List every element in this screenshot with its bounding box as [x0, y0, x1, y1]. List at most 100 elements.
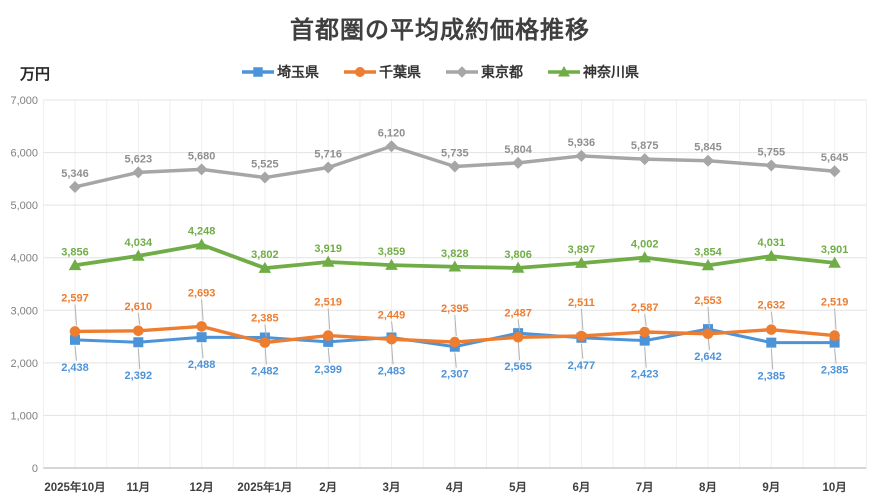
data-label: 3,856 — [61, 246, 89, 258]
data-label: 2,395 — [441, 303, 469, 315]
data-label-leader-line — [770, 348, 774, 370]
data-label-leader-line — [391, 343, 394, 365]
data-label: 3,828 — [441, 248, 469, 260]
data-label-leader-line — [580, 308, 584, 331]
svg-text:3,000: 3,000 — [10, 305, 38, 317]
data-label: 2,399 — [314, 364, 342, 376]
data-label: 2,477 — [568, 360, 596, 372]
data-label: 2,482 — [251, 366, 279, 378]
legend-label-kanagawa: 神奈川県 — [583, 64, 639, 80]
data-label-leader-line — [327, 308, 331, 330]
data-label: 3,919 — [314, 243, 342, 255]
data-label: 5,845 — [694, 142, 722, 154]
data-label: 2,519 — [314, 297, 342, 309]
legend-label-saitama: 埼玉県 — [277, 64, 319, 80]
svg-text:4月: 4月 — [446, 481, 464, 494]
data-label-leader-line — [770, 311, 774, 324]
data-label-leader-line — [201, 299, 204, 321]
data-label-leader-line — [137, 348, 141, 370]
data-label-leader-line — [707, 306, 710, 328]
svg-text:9月: 9月 — [762, 481, 780, 494]
horizontal-gridlines — [43, 99, 867, 416]
svg-text:4,000: 4,000 — [10, 253, 38, 265]
data-label-leader-line — [201, 343, 204, 359]
svg-text:11月: 11月 — [126, 481, 150, 494]
legend-item-saitama: 埼玉県 — [241, 62, 319, 82]
data-label: 4,034 — [125, 237, 153, 249]
data-label-leader-line — [327, 347, 331, 363]
data-label: 2,423 — [631, 369, 659, 381]
data-label: 5,755 — [758, 146, 786, 158]
data-label: 5,645 — [821, 152, 849, 164]
data-label: 2,438 — [61, 362, 89, 374]
data-label-leader-line — [644, 313, 647, 327]
chart-title: 首都圏の平均成約価格推移 — [290, 17, 590, 44]
svg-text:0: 0 — [32, 463, 38, 475]
series-data-labels: 2,438 2,392 2,488 2,482 2,399 2,483 2,307 2,565… — [61, 351, 848, 383]
data-label: 6,120 — [378, 127, 406, 139]
data-label: 5,623 — [125, 153, 153, 165]
data-label: 2,385 — [251, 313, 279, 325]
svg-text:8月: 8月 — [699, 481, 717, 494]
svg-text:1,000: 1,000 — [10, 410, 38, 422]
data-label: 2,553 — [694, 295, 722, 307]
y-axis-unit-label: 万円 — [20, 66, 51, 83]
data-label-leader-line — [454, 315, 457, 337]
data-label: 2,385 — [821, 365, 849, 377]
data-label: 2,632 — [758, 300, 786, 312]
svg-text:7月: 7月 — [636, 481, 654, 494]
svg-text:2025年1月: 2025年1月 — [237, 480, 292, 494]
svg-text:3月: 3月 — [383, 481, 401, 494]
data-label: 2,642 — [694, 351, 722, 363]
legend-square-marker-icon — [242, 67, 274, 77]
data-label: 5,936 — [568, 137, 596, 149]
series-東京都: 5,346 5,623 5,680 5,525 5,716 6,120 5,735 5,804… — [61, 127, 848, 193]
data-label-leader-line — [834, 348, 837, 364]
data-label: 5,680 — [188, 150, 216, 162]
data-label: 5,735 — [441, 148, 469, 160]
legend-item-kanagawa: 神奈川県 — [547, 62, 639, 82]
svg-text:6,000: 6,000 — [10, 148, 38, 160]
legend-circle-marker-icon — [344, 66, 376, 78]
data-label: 2,488 — [188, 359, 216, 371]
data-label: 2,597 — [61, 292, 89, 304]
svg-text:2,000: 2,000 — [10, 358, 38, 370]
data-label-leader-line — [74, 345, 77, 361]
data-label-leader-line — [517, 319, 521, 332]
y-axis-tick-labels: 0 1,000 2,000 3,000 4,000 5,000 6,000 7,000 — [10, 95, 38, 475]
data-label: 2,511 — [568, 297, 595, 309]
line-chart-plot-area: 0 1,000 2,000 3,000 4,000 5,000 6,000 7,000 2025… — [10, 95, 867, 494]
legend-diamond-marker-icon — [446, 66, 478, 78]
legend-label-tokyo: 東京都 — [481, 64, 523, 80]
data-label: 3,802 — [251, 249, 279, 261]
data-label-leader-line — [517, 339, 521, 361]
legend-item-tokyo: 東京都 — [445, 62, 523, 82]
data-label: 5,346 — [61, 168, 89, 180]
data-label: 5,525 — [251, 159, 279, 171]
svg-text:5,000: 5,000 — [10, 200, 38, 212]
data-label: 4,031 — [758, 237, 786, 249]
data-label: 2,307 — [441, 369, 469, 381]
data-label-leader-line — [264, 324, 267, 337]
data-label: 5,875 — [631, 140, 659, 152]
data-label: 2,483 — [378, 365, 406, 377]
data-label-leader-line — [74, 304, 77, 326]
data-label: 3,806 — [504, 249, 532, 261]
data-label: 3,901 — [821, 244, 849, 256]
svg-text:2025年10月: 2025年10月 — [44, 480, 105, 494]
data-label: 2,587 — [631, 302, 659, 314]
data-label: 3,859 — [378, 246, 406, 258]
legend-triangle-marker-icon — [548, 66, 580, 77]
data-label: 5,716 — [314, 149, 342, 161]
series-data-labels: 5,346 5,623 5,680 5,525 5,716 6,120 5,735 5,804… — [61, 127, 848, 180]
data-label: 4,248 — [188, 226, 216, 238]
data-label: 2,392 — [125, 370, 153, 382]
data-label-leader-line — [834, 308, 837, 330]
data-label: 4,002 — [631, 239, 659, 251]
chart-legend: 埼玉県 千葉県 東京都 神奈川県 — [0, 62, 880, 82]
data-label: 2,487 — [504, 307, 532, 319]
data-label: 5,804 — [504, 144, 532, 156]
legend-label-chiba: 千葉県 — [379, 64, 421, 80]
series-千葉県: 2,597 2,610 2,693 2,385 2,519 2,449 2,395 2,487… — [61, 287, 848, 348]
